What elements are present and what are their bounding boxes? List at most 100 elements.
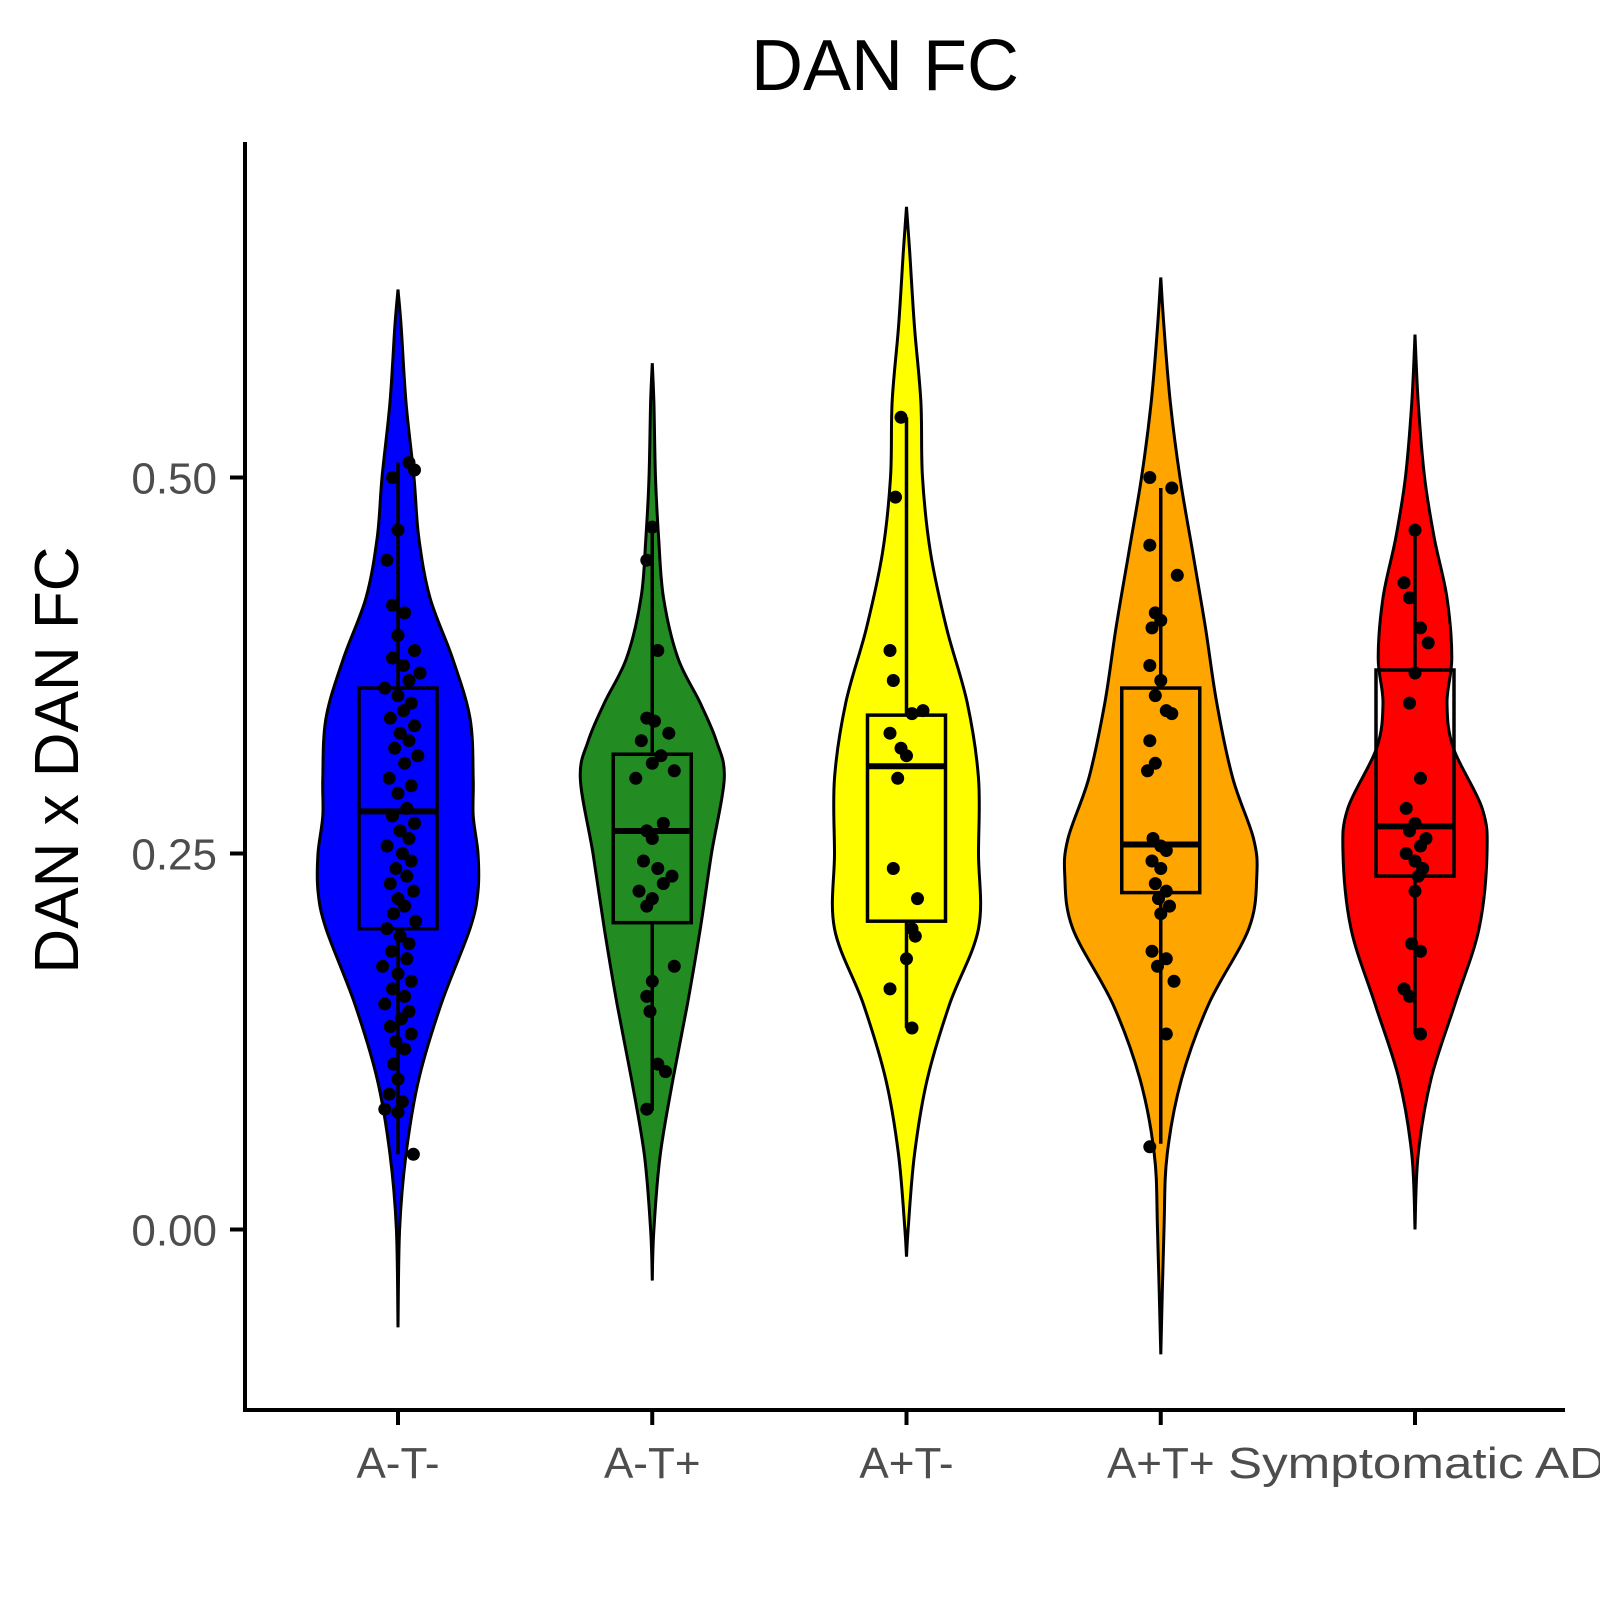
point-a-t-55 — [394, 1012, 408, 1026]
point-a-t-20 — [402, 734, 416, 748]
point-a-t-13 — [378, 681, 392, 695]
point-a-t-14 — [900, 952, 913, 966]
point-a-t-26 — [1159, 952, 1173, 966]
point-a-t-24 — [643, 1004, 657, 1018]
point-a-t-17 — [1159, 844, 1173, 857]
point-a-t-5 — [1154, 613, 1168, 627]
point-a-t-50 — [404, 974, 418, 988]
point-a-t-1 — [1165, 481, 1179, 495]
point-a-t-11 — [413, 666, 427, 680]
point-a-t-60 — [387, 1057, 401, 1071]
point-symptomatic-ad-16 — [1411, 869, 1425, 883]
point-a-t-11 — [911, 892, 924, 906]
point-a-t-7 — [654, 749, 668, 763]
point-a-t-8 — [645, 756, 659, 770]
point-a-t-5 — [905, 707, 919, 721]
point-a-t-43 — [380, 922, 394, 936]
violin-a-t — [830, 206, 983, 1257]
point-a-t-3 — [391, 523, 405, 537]
point-a-t-6 — [1145, 621, 1159, 635]
point-a-t-5 — [386, 598, 399, 612]
point-a-t-61 — [391, 1072, 405, 1086]
point-a-t-0 — [1143, 471, 1157, 484]
point-a-t-20 — [1148, 877, 1162, 891]
point-symptomatic-ad-18 — [1405, 937, 1419, 951]
point-a-t-32 — [380, 839, 394, 853]
point-symptomatic-ad-1 — [1397, 576, 1411, 590]
point-a-t-62 — [382, 1087, 396, 1101]
point-a-t-0 — [894, 410, 908, 424]
point-a-t-66 — [406, 1147, 420, 1161]
point-a-t-46 — [384, 944, 398, 958]
point-symptomatic-ad-13 — [1399, 847, 1413, 860]
point-a-t-52 — [398, 989, 412, 1003]
point-a-t-9 — [386, 651, 399, 665]
point-a-t-11 — [656, 816, 670, 830]
y-tick-label-1: 0.25 — [131, 831, 217, 880]
point-a-t-0 — [645, 520, 659, 534]
point-a-t-2 — [1143, 538, 1157, 552]
violin-symptomatic-ad — [1341, 334, 1489, 1230]
point-a-t-29 — [1159, 1027, 1173, 1041]
box-a-t — [357, 686, 439, 931]
point-a-t-47 — [400, 952, 414, 966]
y-axis-label: DAN x DAN FC — [23, 546, 92, 973]
point-a-t-2 — [408, 463, 421, 477]
point-a-t-1 — [889, 490, 902, 504]
point-symptomatic-ad-3 — [1414, 621, 1427, 635]
point-a-t-18 — [408, 719, 421, 733]
point-a-t-10 — [886, 862, 900, 875]
point-a-t-30 — [393, 824, 407, 838]
point-a-t-23 — [640, 989, 654, 1003]
point-symptomatic-ad-17 — [1408, 884, 1422, 898]
point-a-t-24 — [382, 771, 396, 785]
point-a-t-22 — [645, 974, 659, 988]
point-a-t-11 — [1165, 707, 1179, 721]
point-a-t-16 — [905, 1021, 919, 1035]
point-a-t-9 — [891, 771, 905, 785]
point-a-t-45 — [402, 937, 416, 951]
point-a-t-63 — [395, 1095, 409, 1109]
point-a-t-22 — [1152, 892, 1165, 906]
point-a-t-8 — [900, 749, 913, 763]
point-a-t-23 — [398, 756, 412, 770]
point-a-t-18 — [1145, 854, 1159, 868]
point-a-t-16 — [397, 704, 410, 718]
point-a-t-53 — [378, 997, 392, 1011]
point-a-t-20 — [640, 899, 654, 913]
axes-layer: 0.00 0.25 0.50 A-T- A-T+ A+T- A+T+ Symptomatic … — [131, 142, 1600, 1488]
point-a-t-27 — [640, 1102, 654, 1116]
point-a-t-57 — [404, 1027, 418, 1041]
point-a-t-21 — [388, 741, 402, 755]
point-a-t-59 — [398, 1042, 412, 1056]
point-symptomatic-ad-5 — [1408, 666, 1422, 680]
point-a-t-65 — [391, 1105, 405, 1119]
point-symptomatic-ad-4 — [1421, 636, 1435, 650]
point-a-t-36 — [400, 869, 414, 883]
point-a-t-14 — [391, 689, 405, 703]
point-a-t-2 — [883, 644, 897, 657]
point-a-t-29 — [408, 816, 421, 830]
point-a-t-6 — [883, 726, 897, 740]
point-a-t-19 — [1154, 862, 1168, 875]
y-tick-label-2: 0.50 — [131, 455, 217, 504]
point-a-t-34 — [404, 854, 418, 868]
point-a-t-16 — [665, 869, 679, 883]
point-a-t-35 — [389, 862, 403, 875]
point-a-t-9 — [1148, 689, 1162, 703]
point-a-t-30 — [1143, 1140, 1157, 1154]
point-symptomatic-ad-8 — [1399, 801, 1413, 815]
point-a-t-13 — [908, 929, 922, 943]
point-a-t-48 — [376, 959, 390, 973]
point-a-t-41 — [387, 907, 401, 921]
point-a-t-22 — [411, 749, 425, 763]
point-a-t-15 — [883, 982, 897, 996]
point-a-t-4 — [916, 704, 930, 718]
point-a-t-15 — [651, 862, 665, 875]
point-a-t-26 — [391, 786, 405, 800]
point-a-t-7 — [391, 628, 405, 642]
point-a-t-0 — [386, 471, 399, 484]
point-a-t-37 — [383, 877, 397, 891]
point-a-t-10 — [629, 771, 643, 785]
